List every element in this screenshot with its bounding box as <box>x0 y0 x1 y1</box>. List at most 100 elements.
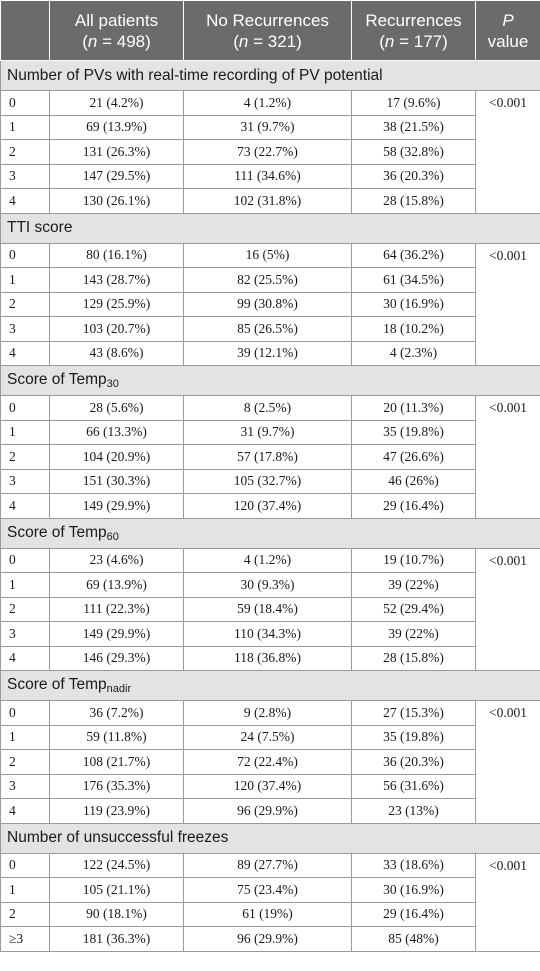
table-row: 1 66 (13.3%) 31 (9.7%) 35 (19.8%) <box>0 419 540 445</box>
p-value-cell: <0.001 <box>475 242 540 366</box>
level-cell: 2 <box>0 596 50 622</box>
recurrences-cell: 39 (22%) <box>351 572 476 598</box>
no-recurrences-cell: 120 (37.4%) <box>183 773 352 799</box>
recurrences-cell: 36 (20.3%) <box>351 163 476 189</box>
table-row: 1 59 (11.8%) 24 (7.5%) 35 (19.8%) <box>0 724 540 750</box>
all-patients-cell: 103 (20.7%) <box>49 316 184 342</box>
p-value-cell: <0.001 <box>475 90 540 214</box>
section-title: Number of PVs with real-time recording o… <box>0 60 540 91</box>
section-title-text: Number of unsuccessful freezes <box>7 829 229 846</box>
all-patients-cell: 69 (13.9%) <box>49 114 184 140</box>
section-header-row: Number of PVs with real-time recording o… <box>0 60 540 91</box>
no-recurrences-cell: 39 (12.1%) <box>183 340 352 366</box>
no-recurrences-cell: 102 (31.8%) <box>183 188 352 214</box>
level-cell: 0 <box>0 395 50 421</box>
no-recurrences-cell: 118 (36.8%) <box>183 645 352 671</box>
level-cell: 4 <box>0 645 50 671</box>
header-recurrences-n: (n = 177) <box>379 31 448 51</box>
all-patients-cell: 69 (13.9%) <box>49 572 184 598</box>
table-row: 2 108 (21.7%) 72 (22.4%) 36 (20.3%) <box>0 749 540 775</box>
table-row: 1 105 (21.1%) 75 (23.4%) 30 (16.9%) <box>0 877 540 903</box>
level-cell: 3 <box>0 316 50 342</box>
all-patients-cell: 149 (29.9%) <box>49 621 184 647</box>
level-cell: 3 <box>0 468 50 494</box>
section-title-text: Score of Temp <box>7 371 107 388</box>
level-cell: 2 <box>0 901 50 927</box>
level-cell: 2 <box>0 749 50 775</box>
all-patients-cell: 90 (18.1%) <box>49 901 184 927</box>
header-recurrences: Recurrences (n = 177) <box>351 0 476 61</box>
all-patients-cell: 108 (21.7%) <box>49 749 184 775</box>
recurrences-cell: 35 (19.8%) <box>351 419 476 445</box>
level-cell: 1 <box>0 267 50 293</box>
table-row: 0 28 (5.6%) 8 (2.5%) 20 (11.3%) <0.001 <box>0 395 540 519</box>
p-value-cell: <0.001 <box>475 852 540 952</box>
no-recurrences-cell: 72 (22.4%) <box>183 749 352 775</box>
section-header-row: Score of Temp30 <box>0 365 540 396</box>
no-recurrences-cell: 75 (23.4%) <box>183 877 352 903</box>
all-patients-cell: 130 (26.1%) <box>49 188 184 214</box>
all-patients-cell: 119 (23.9%) <box>49 798 184 824</box>
all-patients-cell: 147 (29.5%) <box>49 163 184 189</box>
section-header-row: Number of unsuccessful freezes <box>0 822 540 854</box>
section-title-subscript: nadir <box>106 683 132 695</box>
header-all-patients-n: (n = 498) <box>82 31 151 51</box>
recurrences-cell: 17 (9.6%) <box>351 90 476 116</box>
level-cell: 4 <box>0 798 50 824</box>
table-row: 3 149 (29.9%) 110 (34.3%) 39 (22%) <box>0 621 540 647</box>
recurrences-cell: 46 (26%) <box>351 468 476 494</box>
section-title: Score of Temp60 <box>0 517 540 549</box>
header-all-patients-title: All patients <box>74 10 159 30</box>
recurrences-cell: 58 (32.8%) <box>351 139 476 165</box>
header-p-value: P value <box>475 0 540 61</box>
level-cell: 1 <box>0 114 50 140</box>
recurrences-cell: 38 (21.5%) <box>351 114 476 140</box>
p-value-cell: <0.001 <box>475 700 540 824</box>
all-patients-cell: 21 (4.2%) <box>49 90 184 116</box>
section-title-text: TTI score <box>7 219 73 236</box>
recurrences-cell: 28 (15.8%) <box>351 188 476 214</box>
all-patients-cell: 122 (24.5%) <box>49 852 184 878</box>
no-recurrences-cell: 9 (2.8%) <box>183 700 352 726</box>
table-row: 2 129 (25.9%) 99 (30.8%) 30 (16.9%) <box>0 291 540 317</box>
all-patients-cell: 59 (11.8%) <box>49 724 184 750</box>
level-cell: 0 <box>0 700 50 726</box>
no-recurrences-cell: 110 (34.3%) <box>183 621 352 647</box>
section-title: Score of Tempnadir <box>0 670 540 701</box>
all-patients-cell: 146 (29.3%) <box>49 645 184 671</box>
table-row: 2 104 (20.9%) 57 (17.8%) 47 (26.6%) <box>0 444 540 470</box>
section-title-text: Number of PVs with real-time recording o… <box>7 66 383 84</box>
table-row: 4 43 (8.6%) 39 (12.1%) 4 (2.3%) <box>0 340 540 366</box>
table-row: 4 146 (29.3%) 118 (36.8%) 28 (15.8%) <box>0 645 540 671</box>
recurrences-cell: 33 (18.6%) <box>351 852 476 878</box>
table-row: 4 149 (29.9%) 120 (37.4%) 29 (16.4%) <box>0 493 540 519</box>
no-recurrences-cell: 30 (9.3%) <box>183 572 352 598</box>
no-recurrences-cell: 85 (26.5%) <box>183 316 352 342</box>
recurrences-cell: 18 (10.2%) <box>351 316 476 342</box>
header-no-recurrences-n: (n = 321) <box>233 31 302 51</box>
all-patients-cell: 129 (25.9%) <box>49 291 184 317</box>
table-row: 0 80 (16.1%) 16 (5%) 64 (36.2%) <0.001 <box>0 242 540 366</box>
section-title: Number of unsuccessful freezes <box>0 822 540 854</box>
level-cell: 0 <box>0 242 50 268</box>
level-cell: 3 <box>0 773 50 799</box>
header-blank-cell <box>0 0 50 61</box>
table-row: 3 147 (29.5%) 111 (34.6%) 36 (20.3%) <box>0 163 540 189</box>
header-p-label: P <box>502 10 514 30</box>
level-cell: 4 <box>0 188 50 214</box>
table-row: 3 176 (35.3%) 120 (37.4%) 56 (31.6%) <box>0 773 540 799</box>
level-cell: 0 <box>0 852 50 878</box>
recurrences-cell: 19 (10.7%) <box>351 547 476 573</box>
section-title-text: Score of Temp <box>7 676 107 693</box>
section-title-subscript: 30 <box>106 378 119 390</box>
all-patients-cell: 66 (13.3%) <box>49 419 184 445</box>
level-cell: 1 <box>0 572 50 598</box>
recurrences-cell: 28 (15.8%) <box>351 645 476 671</box>
level-cell: 4 <box>0 493 50 519</box>
table-row: ≥3 181 (36.3%) 96 (29.9%) 85 (48%) <box>0 926 540 952</box>
header-no-recurrences-title: No Recurrences <box>206 10 329 30</box>
header-value-label: value <box>487 31 529 51</box>
table-row: 1 69 (13.9%) 30 (9.3%) 39 (22%) <box>0 572 540 598</box>
level-cell: 3 <box>0 163 50 189</box>
no-recurrences-cell: 16 (5%) <box>183 242 352 268</box>
